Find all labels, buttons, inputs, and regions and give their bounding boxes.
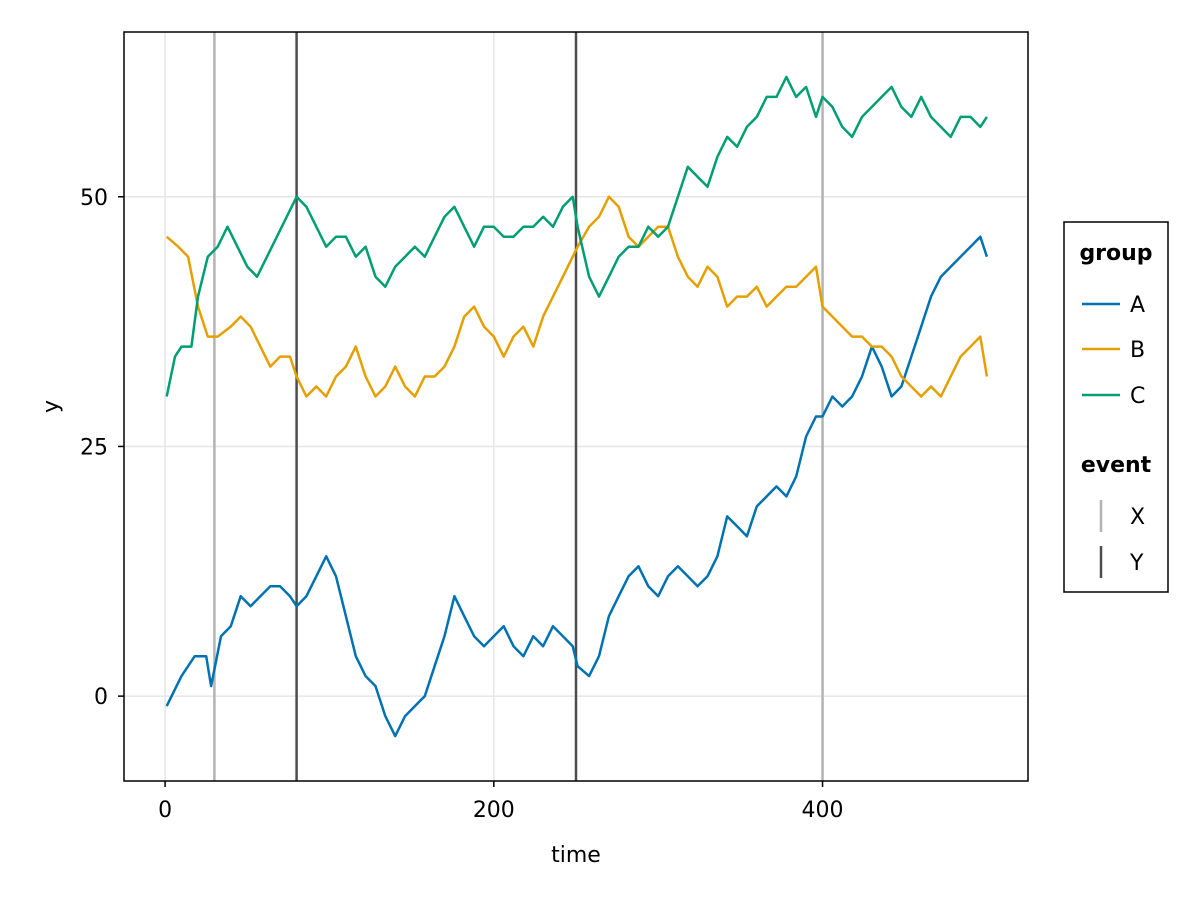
legend-label-B: B xyxy=(1130,338,1145,363)
legend-title-event: event xyxy=(1081,453,1152,478)
y-tick-label: 25 xyxy=(80,435,108,460)
y-tick-label: 0 xyxy=(94,685,108,710)
series-line-C xyxy=(165,75,988,397)
series-line-A xyxy=(165,235,989,738)
legend: group event A B C X Y xyxy=(1063,221,1169,593)
legend-label-X: X xyxy=(1130,505,1145,530)
legend-label-C: C xyxy=(1130,384,1145,409)
plot-frame xyxy=(123,31,1029,782)
legend-title-group: group xyxy=(1079,241,1152,266)
legend-label-Y: Y xyxy=(1129,551,1144,576)
x-tick-label: 400 xyxy=(802,798,844,823)
axis-ticks: 0 200 400 0 25 50 xyxy=(80,186,844,823)
x-axis-title: time xyxy=(551,843,601,868)
y-tick-label: 50 xyxy=(80,186,108,211)
x-tick-label: 0 xyxy=(158,798,172,823)
series-line-B xyxy=(165,195,989,398)
x-tick-label: 200 xyxy=(473,798,515,823)
legend-label-A: A xyxy=(1130,293,1145,318)
series-lines xyxy=(165,75,989,738)
legend-box xyxy=(1063,221,1169,593)
y-axis-title: y xyxy=(39,400,64,413)
